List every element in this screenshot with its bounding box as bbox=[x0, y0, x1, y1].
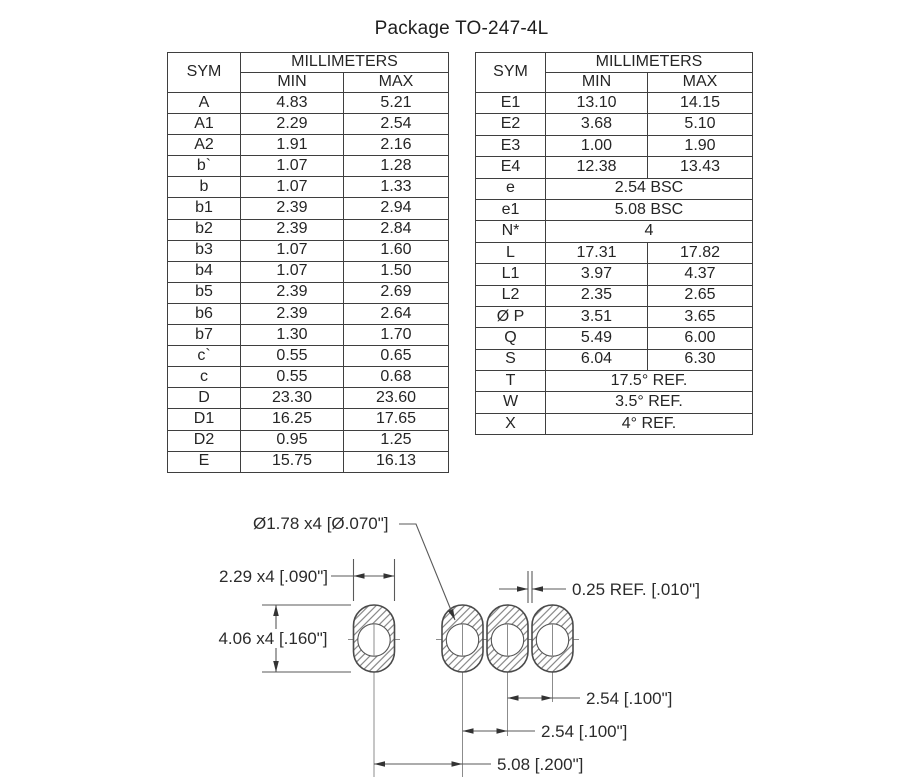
min-cell: 3.97 bbox=[545, 263, 648, 286]
table-row: X 4° REF. bbox=[475, 412, 753, 436]
min-cell: 3.51 bbox=[545, 305, 648, 329]
table-row: L1 3.97 4.37 bbox=[475, 263, 753, 286]
page-title: Package TO-247-4L bbox=[374, 18, 549, 39]
dimension-table-left: SYM MILLIMETERS MIN MAX A 4.83 5.21 A1 2.29 2… bbox=[167, 52, 449, 473]
span-cell: 2.54 BSC bbox=[545, 177, 753, 200]
sym-cell: E2 bbox=[475, 113, 546, 136]
min-cell: 1.07 bbox=[240, 260, 344, 283]
pad-width-label: 2.29 x4 [.090"] bbox=[219, 567, 328, 586]
table-row: L2 2.35 2.65 bbox=[475, 284, 753, 307]
table-row: E3 1.00 1.90 bbox=[475, 134, 753, 158]
min-cell: 12.38 bbox=[545, 156, 648, 179]
min-cell: 1.07 bbox=[240, 155, 344, 178]
min-cell: 2.35 bbox=[545, 284, 648, 307]
table-row: D2 0.95 1.25 bbox=[167, 429, 449, 452]
arrow-pitch-3-4-right bbox=[541, 695, 553, 701]
max-cell: 1.25 bbox=[343, 429, 449, 452]
max-cell: 17.65 bbox=[343, 408, 449, 431]
hole-leader-line bbox=[399, 523, 456, 621]
table-row: c` 0.55 0.65 bbox=[167, 345, 449, 368]
dimension-table-right: SYM MILLIMETERS MIN MAX E1 13.10 14.15 E2 3.… bbox=[475, 52, 753, 436]
max-cell: 0.65 bbox=[343, 345, 449, 368]
min-cell: 2.39 bbox=[240, 218, 344, 241]
table-row: E 15.75 16.13 bbox=[167, 450, 449, 473]
arrow-hole-leader bbox=[448, 608, 455, 620]
table-row: E1 13.10 14.15 bbox=[475, 91, 753, 115]
min-cell: 15.75 bbox=[240, 450, 344, 473]
max-cell: 23.60 bbox=[343, 387, 449, 410]
sym-cell: E1 bbox=[475, 91, 546, 115]
pitch-1-2-label: 5.08 [.200"] bbox=[497, 755, 583, 774]
arrow-pitch-1-2-left bbox=[374, 761, 385, 767]
sym-cell: X bbox=[475, 412, 546, 436]
arrow-gap-left bbox=[517, 586, 528, 592]
min-cell: 0.95 bbox=[240, 429, 344, 452]
min-cell: 16.25 bbox=[240, 408, 344, 431]
pitch-3-4-label: 2.54 [.100"] bbox=[586, 689, 672, 708]
sym-cell: Q bbox=[475, 327, 546, 350]
table-row: b1 2.39 2.94 bbox=[167, 197, 449, 220]
arrow-gap-right bbox=[532, 586, 543, 592]
table-row: D 23.30 23.60 bbox=[167, 387, 449, 410]
sym-cell: b7 bbox=[167, 324, 241, 347]
table-row: e 2.54 BSC bbox=[475, 177, 753, 200]
max-header: MAX bbox=[647, 72, 753, 93]
pad-height-label: 4.06 x4 [.160"] bbox=[218, 629, 327, 648]
span-cell: 3.5° REF. bbox=[545, 391, 753, 414]
table-subheader-row: MIN MAX bbox=[476, 72, 753, 93]
table-row: b4 1.07 1.50 bbox=[167, 260, 449, 283]
pad-gap-label: 0.25 REF. [.010"] bbox=[572, 580, 700, 599]
max-cell: 16.13 bbox=[343, 450, 449, 473]
min-cell: 1.30 bbox=[240, 324, 344, 347]
max-cell: 1.60 bbox=[343, 239, 449, 262]
arrow-pitch-2-3-left bbox=[462, 728, 474, 734]
span-cell: 5.08 BSC bbox=[545, 198, 753, 222]
max-header: MAX bbox=[343, 72, 449, 93]
millimeters-header: MILLIMETERS bbox=[240, 52, 449, 73]
table-row: D1 16.25 17.65 bbox=[167, 408, 449, 431]
table-row: E4 12.38 13.43 bbox=[475, 156, 753, 179]
hole-crosshairs bbox=[373, 623, 553, 657]
table-row: b3 1.07 1.60 bbox=[167, 239, 449, 262]
max-cell: 14.15 bbox=[647, 91, 753, 115]
arrow-pitch-2-3-right bbox=[496, 728, 508, 734]
table-row: b2 2.39 2.84 bbox=[167, 218, 449, 241]
table-row: L 17.31 17.82 bbox=[475, 241, 753, 265]
pitch-2-3-label: 2.54 [.100"] bbox=[541, 722, 627, 741]
sym-cell: L2 bbox=[475, 284, 546, 307]
table-row: b7 1.30 1.70 bbox=[167, 324, 449, 347]
sym-cell: b6 bbox=[167, 302, 241, 326]
min-cell: 2.39 bbox=[240, 302, 344, 326]
table-row: b5 2.39 2.69 bbox=[167, 281, 449, 304]
max-cell: 1.28 bbox=[343, 155, 449, 178]
max-cell: 2.84 bbox=[343, 218, 449, 241]
table-row: b6 2.39 2.64 bbox=[167, 302, 449, 326]
hole-dia-label: Ø1.78 x4 [Ø.070"] bbox=[253, 514, 389, 533]
min-cell: 1.91 bbox=[240, 134, 344, 157]
sym-cell: b3 bbox=[167, 239, 241, 262]
arrow-pad-height-down bbox=[273, 661, 279, 672]
table-row: e1 5.08 BSC bbox=[475, 198, 753, 222]
arrow-pad-height-up bbox=[273, 605, 279, 616]
max-cell: 0.68 bbox=[343, 366, 449, 389]
table-row: A2 1.91 2.16 bbox=[167, 134, 449, 157]
max-cell: 2.16 bbox=[343, 134, 449, 157]
table-row: W 3.5° REF. bbox=[475, 391, 753, 414]
arrow-pad-width-right bbox=[383, 573, 395, 579]
span-cell: 4° REF. bbox=[545, 412, 753, 436]
max-cell: 4.37 bbox=[647, 263, 753, 286]
table-subheader-row: MIN MAX bbox=[168, 72, 449, 93]
table-row: b` 1.07 1.28 bbox=[167, 155, 449, 178]
arrow-pad-width-left bbox=[353, 573, 365, 579]
sym-cell: e1 bbox=[475, 198, 546, 222]
max-cell: 1.50 bbox=[343, 260, 449, 283]
table-row: T 17.5° REF. bbox=[475, 370, 753, 393]
table-row: E2 3.68 5.10 bbox=[475, 113, 753, 136]
dimension-arrowheads bbox=[273, 573, 553, 767]
table-row: A1 2.29 2.54 bbox=[167, 113, 449, 136]
arrow-pitch-3-4-left bbox=[507, 695, 519, 701]
arrow-pitch-1-2-right bbox=[451, 761, 463, 767]
